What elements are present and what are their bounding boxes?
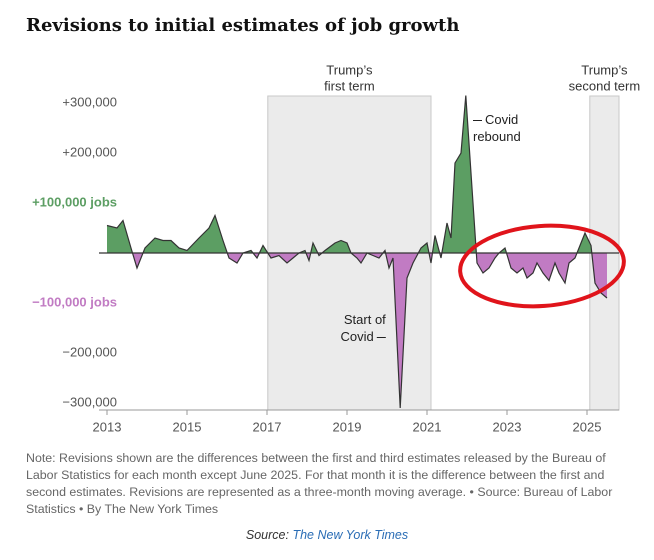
annotation: Covid [485,112,518,127]
y-tick-label: +300,000 [62,94,117,109]
y-tick-label: +100,000 jobs [32,194,117,209]
x-tick-label: 2015 [173,419,202,434]
source-label: Source: [245,528,289,542]
x-tick-label: 2013 [93,419,122,434]
y-tick-label: −300,000 [62,394,117,409]
region-label: Trump’s [581,62,628,77]
x-tick-label: 2023 [493,419,522,434]
annotation: rebound [473,129,521,144]
chart: Revisions to initial estimates of job gr… [26,15,641,434]
x-tick-label: 2021 [413,419,442,434]
chart-title: Revisions to initial estimates of job gr… [26,15,459,36]
x-tick-label: 2025 [573,419,602,434]
data-line [106,95,608,409]
y-tick-label: +200,000 [62,144,117,159]
x-tick-label: 2017 [253,419,282,434]
region-label: second term [569,78,641,93]
source: Source: The New York Times [0,528,654,542]
annotation: Start of [344,312,386,327]
y-tick-label: −100,000 jobs [32,294,117,309]
note: Note: Revisions shown are the difference… [26,451,613,516]
annotation: Covid [341,329,374,344]
y-tick-label: −200,000 [62,344,117,359]
region-label: Trump’s [326,62,373,77]
highlight-ellipse [458,223,626,309]
region-label: first term [324,78,375,93]
x-tick-label: 2019 [333,419,362,434]
source-name[interactable]: The New York Times [292,528,409,542]
